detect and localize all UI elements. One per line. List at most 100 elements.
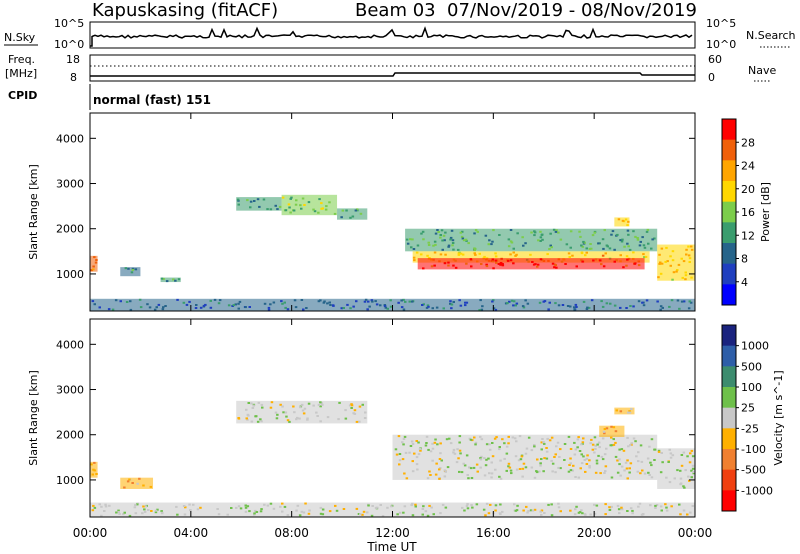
echo-cell [574, 508, 577, 511]
echo-cell [543, 442, 546, 445]
echo-cell [637, 460, 640, 463]
echo-cell [439, 234, 442, 236]
echo-cell [610, 444, 614, 447]
echo-cell [507, 245, 511, 248]
echo-cell [410, 246, 413, 249]
echo-cell [281, 405, 284, 408]
echo-cell [495, 261, 498, 264]
echo-cell [636, 238, 640, 241]
echo-cell [590, 247, 593, 250]
echo-cell [134, 504, 137, 507]
echo-cell [642, 304, 646, 307]
echo-cell [596, 443, 599, 446]
echo-cell [439, 452, 442, 455]
echo-cell [430, 265, 434, 268]
echo-cell [680, 257, 683, 260]
x-tick-label: 20:00 [577, 526, 612, 540]
echo-cell [614, 455, 618, 458]
echo-cell [586, 454, 589, 457]
echo-cell [620, 465, 624, 468]
echo-cell [361, 403, 364, 406]
echo-cell [593, 231, 596, 234]
echo-cell [422, 303, 425, 306]
echo-cell [485, 502, 489, 505]
echo-cell [484, 234, 488, 237]
echo-cell [581, 512, 584, 515]
echo-cell [679, 469, 682, 472]
echo-cell [234, 303, 237, 306]
echo-cell [420, 232, 423, 235]
echo-cell [383, 304, 387, 306]
echo-cell [548, 248, 551, 250]
echo-cell [185, 303, 189, 306]
echo-cell [418, 448, 422, 450]
echo-cell [534, 263, 537, 266]
colorbar-swatch [722, 284, 736, 306]
echo-cell [285, 415, 288, 418]
echo-cell [485, 263, 488, 266]
echo-cell [104, 505, 108, 508]
echo-cell [690, 276, 693, 279]
echo-cell [427, 305, 430, 308]
echo-cell [625, 264, 628, 267]
echo-cell [92, 268, 95, 271]
echo-cell [202, 304, 206, 307]
echo-cell [358, 420, 361, 423]
echo-cell [259, 510, 263, 513]
echo-cell [490, 476, 493, 479]
echo-cell [345, 209, 348, 212]
echo-cell [690, 469, 693, 472]
echo-cell [398, 463, 401, 466]
echo-cell [559, 467, 562, 470]
echo-cell [281, 502, 284, 505]
echo-cell [383, 305, 387, 308]
echo-cell [679, 482, 683, 485]
echo-cell [578, 450, 582, 452]
echo-cell [421, 513, 424, 516]
echo-cell [284, 209, 288, 212]
echo-cell [129, 300, 132, 303]
power-y-axis: 1000 2000 3000 4000 [56, 132, 695, 281]
echo-cell [458, 441, 461, 444]
echo-cell [371, 505, 374, 507]
echo-cell [627, 445, 630, 448]
echo-cell [464, 238, 468, 241]
echo-cell [589, 243, 592, 245]
echo-cell [474, 253, 477, 256]
echo-cell [249, 200, 253, 203]
echo-cell [550, 436, 554, 439]
echo-cell [539, 462, 542, 465]
echo-region-9 [614, 217, 630, 227]
x-tick-label: 12:00 [375, 526, 410, 540]
echo-cell [557, 466, 560, 469]
echo-cell [444, 253, 447, 256]
echo-cell [602, 247, 605, 250]
echo-cell [463, 509, 466, 512]
echo-cell [540, 513, 543, 516]
echo-cell [453, 452, 457, 455]
echo-cell [144, 505, 148, 508]
echo-cell [660, 247, 664, 250]
echo-cell [492, 229, 495, 232]
echo-cell [300, 403, 304, 406]
echo-cell [647, 242, 650, 245]
echo-cell [546, 253, 549, 256]
echo-cell [643, 256, 646, 259]
echo-cell [503, 442, 506, 445]
echo-region-8 [417, 258, 645, 270]
echo-cell [590, 299, 594, 302]
echo-cell [441, 248, 444, 251]
echo-cell [539, 510, 542, 513]
echo-cell [157, 303, 161, 306]
colorbar-tick-label: 8 [741, 253, 748, 266]
echo-cell [164, 305, 167, 307]
echo-cell [582, 300, 586, 303]
colorbar-tick-label: 100 [741, 381, 762, 394]
echo-cell [665, 476, 668, 479]
echo-cell [626, 510, 629, 512]
echo-cell [593, 512, 597, 515]
echo-cell [680, 464, 684, 467]
echo-cell [192, 503, 195, 506]
echo-cell [348, 404, 352, 407]
echo-cell [581, 441, 585, 444]
